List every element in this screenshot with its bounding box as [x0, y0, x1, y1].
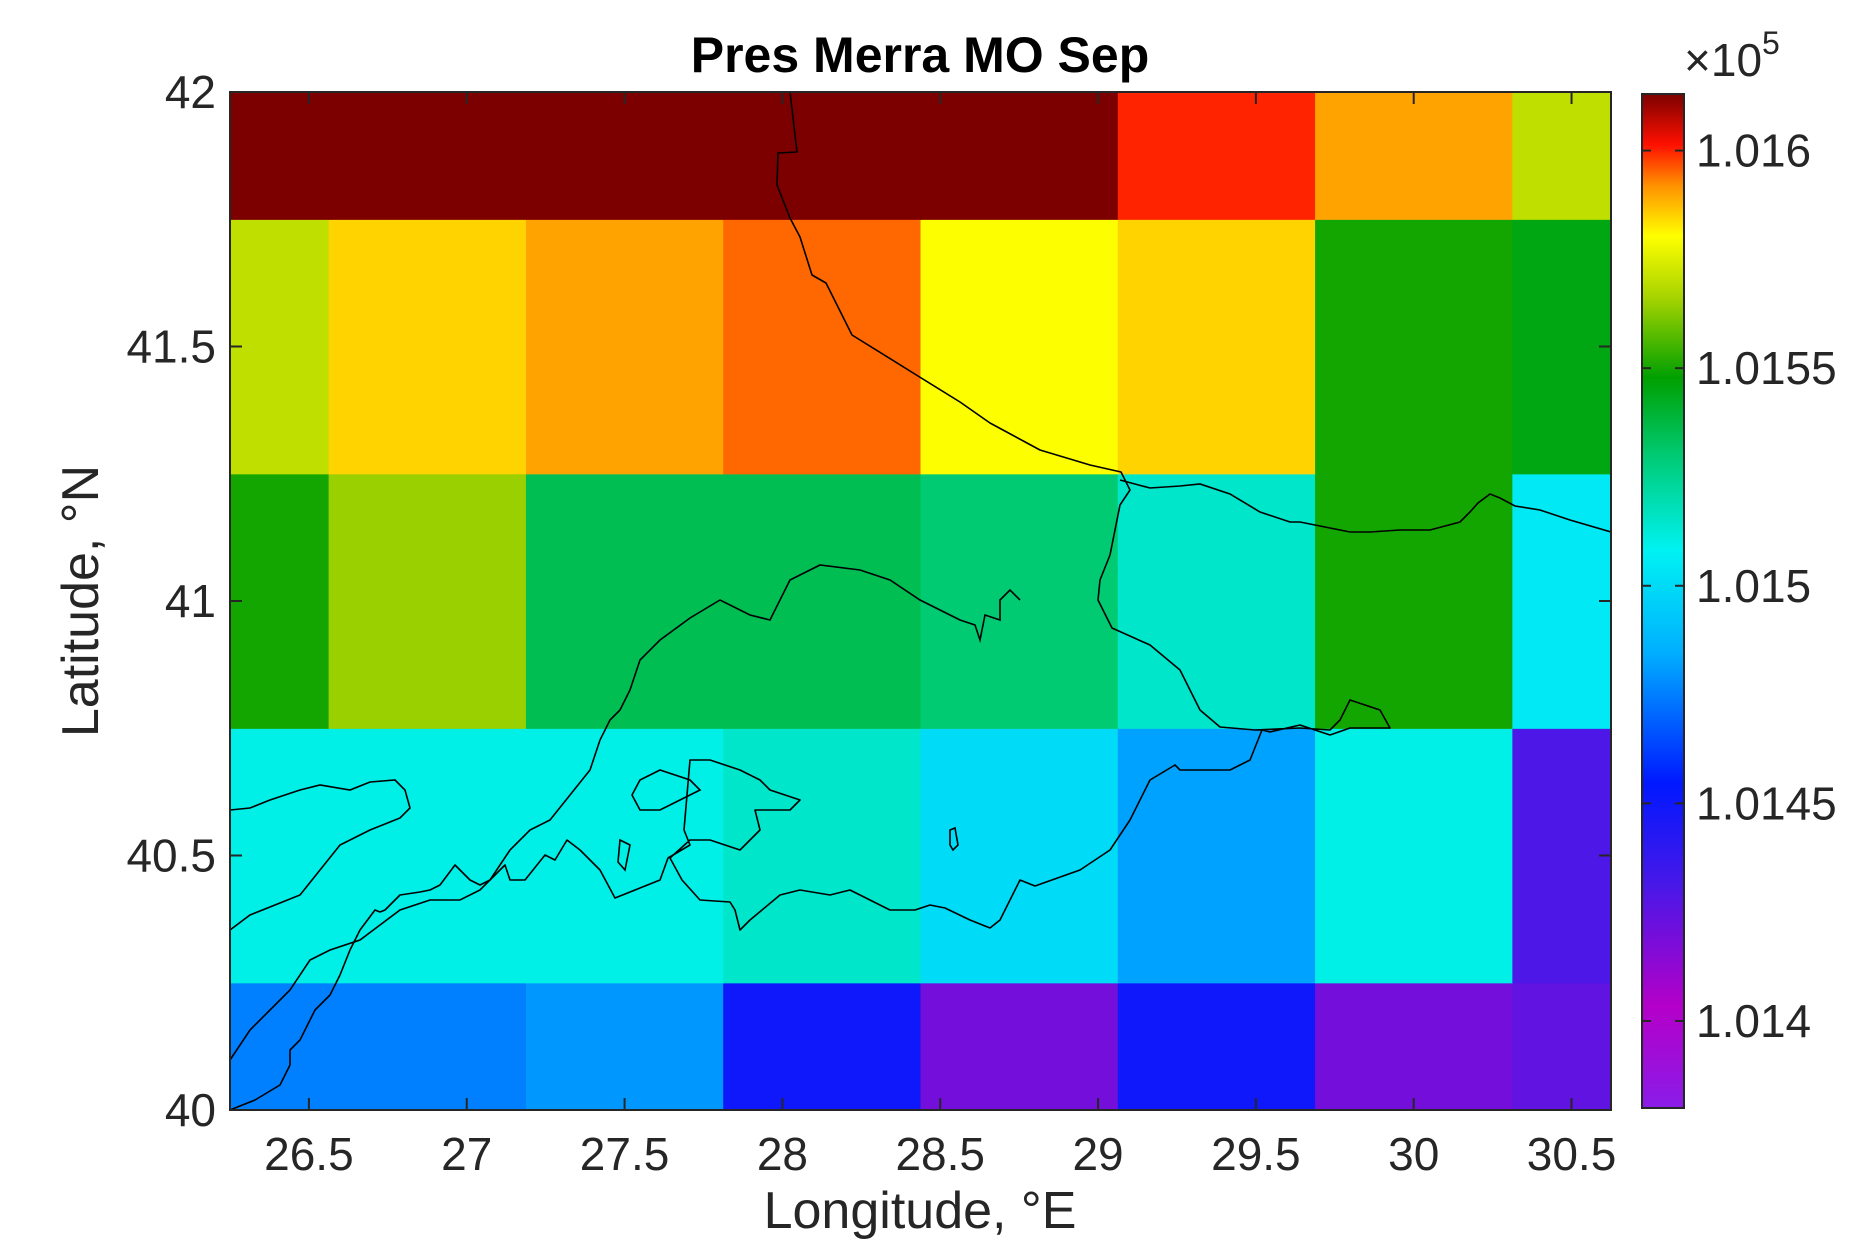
heatmap-cell: [525, 728, 724, 984]
heatmap-cell: [230, 92, 330, 220]
x-tick-label: 30.5: [1527, 1128, 1617, 1180]
heatmap-cell: [1315, 473, 1513, 729]
heatmap-cell: [1117, 473, 1316, 729]
heatmap-cell: [328, 473, 527, 729]
heatmap-cell: [723, 728, 922, 984]
heatmap-cell: [230, 219, 330, 475]
heatmap-cell: [525, 473, 724, 729]
coastline-marmara-south: [230, 779, 411, 931]
heatmap-cell: [328, 728, 527, 984]
heatmap-cell: [920, 219, 1119, 475]
coastline: [230, 92, 1391, 1110]
heatmap-cell: [1512, 473, 1611, 729]
heatmap-cell: [1315, 982, 1513, 1110]
y-tick-label: 42: [165, 66, 216, 118]
heatmap-cell: [920, 982, 1119, 1110]
heatmap-cell: [328, 982, 527, 1110]
heatmap-cell: [920, 473, 1119, 729]
heatmap-cell: [1512, 219, 1611, 475]
island-small-2: [617, 838, 631, 872]
coastline-north-shore: [1119, 479, 1611, 533]
x-tick-label: 29: [1072, 1128, 1123, 1180]
x-tick-label: 26.5: [264, 1128, 354, 1180]
heatmap-cell: [230, 473, 330, 729]
y-tick-label: 40: [165, 1084, 216, 1136]
y-tick-label: 41: [165, 575, 216, 627]
heatmap-cell: [1512, 728, 1611, 984]
heatmap-cell: [1117, 982, 1316, 1110]
heatmap-cell: [230, 982, 330, 1110]
colorbar-tick-label: 1.015: [1696, 560, 1811, 612]
heatmap-cell: [1117, 92, 1316, 220]
colorbar-tick-label: 1.016: [1696, 125, 1811, 177]
heatmap-cells: [230, 92, 1611, 1110]
colorbar-tick-label: 1.0145: [1696, 777, 1837, 829]
colorbar-multiplier: ×105: [1684, 25, 1780, 86]
colorbar: [1641, 93, 1685, 1109]
x-tick-label: 28.5: [895, 1128, 985, 1180]
heatmap-cell: [328, 219, 527, 475]
coastline-peninsula: [230, 564, 1021, 1061]
heatmap-cell: [723, 473, 922, 729]
heatmap-cell: [1315, 219, 1513, 475]
heatmap-cell: [1117, 728, 1316, 984]
x-tick-label: 29.5: [1211, 1128, 1301, 1180]
colorbar-ticks: 1.014 1.0145 1.015 1.0155 1.016: [1642, 125, 1837, 1047]
heatmap-cell: [1315, 92, 1513, 220]
heatmap-cell: [920, 92, 1119, 220]
heatmap-cell: [230, 728, 330, 984]
island-marmara: [631, 769, 702, 811]
chart-title: Pres Merra MO Sep: [691, 27, 1150, 83]
colorbar-tick-label: 1.014: [1696, 995, 1811, 1047]
heatmap-cell: [723, 92, 922, 220]
heatmap-cell: [525, 92, 724, 220]
y-axis-ticks: 40 40.5 41 41.5 42: [126, 66, 1611, 1136]
x-axis-ticks: 26.5 27 27.5 28 28.5 29 29.5 30 30.5: [264, 92, 1616, 1180]
heatmap-cell: [1512, 92, 1611, 220]
y-tick-label: 41.5: [126, 321, 216, 373]
x-tick-label: 28: [757, 1128, 808, 1180]
island-small: [949, 826, 959, 852]
colorbar-tick-label: 1.0155: [1696, 342, 1837, 394]
heatmap-cell: [920, 728, 1119, 984]
x-tick-label: 27: [441, 1128, 492, 1180]
heatmap-cell: [1315, 728, 1513, 984]
heatmap-cell: [723, 982, 922, 1110]
heatmap-cell: [1512, 982, 1611, 1110]
x-axis-label: Longitude, °E: [764, 1182, 1077, 1240]
y-axis-label: Latitude, °N: [52, 465, 110, 737]
heatmap-cell: [525, 219, 724, 475]
x-tick-label: 30: [1388, 1128, 1439, 1180]
y-tick-label: 40.5: [126, 830, 216, 882]
heatmap-cell: [1117, 219, 1316, 475]
heatmap-cell: [328, 92, 527, 220]
heatmap-cell: [525, 982, 724, 1110]
colorbar-multiplier-exponent: 5: [1762, 25, 1780, 61]
x-tick-label: 27.5: [580, 1128, 670, 1180]
heatmap-cell: [723, 219, 922, 475]
